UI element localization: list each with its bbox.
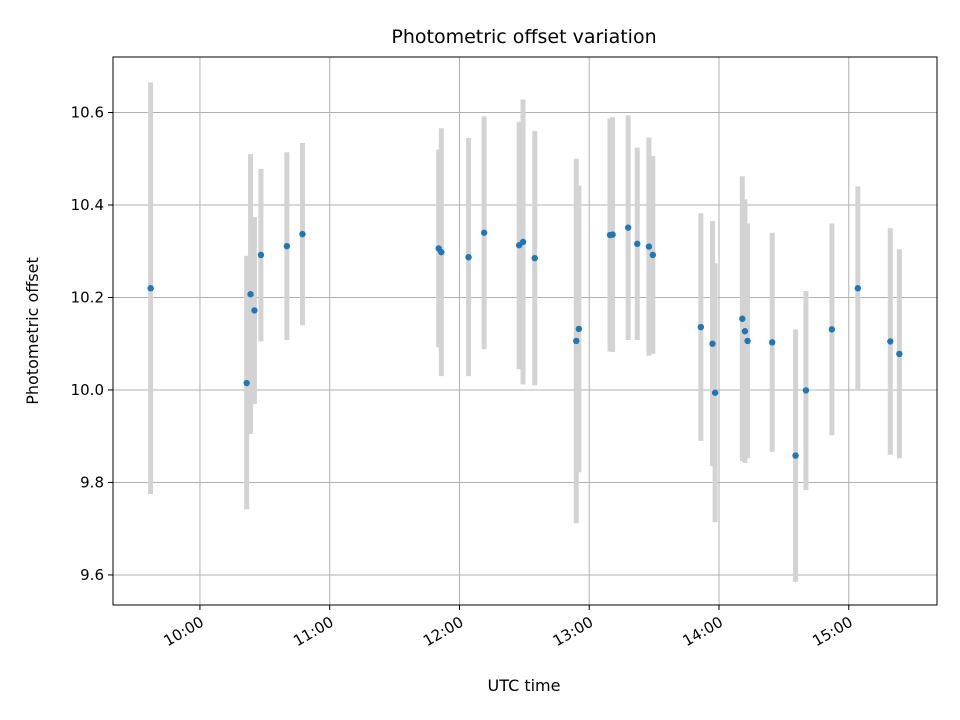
chart-title: Photometric offset variation [391, 26, 656, 48]
data-point [741, 328, 749, 335]
data-point [649, 251, 657, 259]
data-point [257, 251, 265, 259]
data-point [243, 379, 250, 387]
data-point [697, 323, 705, 331]
data-point [854, 285, 862, 292]
data-point [438, 248, 445, 256]
y-tick-label: 9.8 [80, 473, 104, 491]
data-point [634, 240, 641, 248]
data-point [247, 291, 254, 298]
data-point [283, 242, 291, 250]
data-point [828, 326, 836, 333]
data-point [147, 285, 154, 292]
data-point [709, 340, 716, 347]
y-tick-label: 10.6 [71, 103, 104, 121]
plot-frame [112, 56, 938, 606]
x-axis-label: UTC time [488, 676, 561, 695]
data-point [480, 229, 488, 236]
y-tick-label: 9.6 [80, 566, 104, 584]
data-points [147, 224, 903, 459]
y-tick-label: 10.4 [71, 196, 104, 214]
data-point [739, 315, 746, 322]
data-point [887, 338, 894, 345]
data-point [645, 243, 653, 250]
data-point [575, 325, 583, 333]
data-point [802, 387, 810, 394]
data-point [769, 339, 776, 346]
data-point [744, 337, 751, 345]
y-tick-label: 10.0 [71, 381, 104, 399]
data-point [896, 350, 903, 358]
data-point [609, 231, 616, 238]
data-point [299, 230, 306, 238]
y-tick-label: 10.2 [71, 288, 104, 306]
data-point [531, 254, 538, 262]
data-point [573, 337, 580, 345]
data-point [711, 389, 719, 396]
data-point [465, 254, 472, 261]
data-point [792, 452, 799, 459]
data-point [519, 238, 527, 246]
y-axis-label: Photometric offset [23, 257, 42, 405]
data-point [251, 307, 258, 314]
data-point [624, 224, 632, 231]
